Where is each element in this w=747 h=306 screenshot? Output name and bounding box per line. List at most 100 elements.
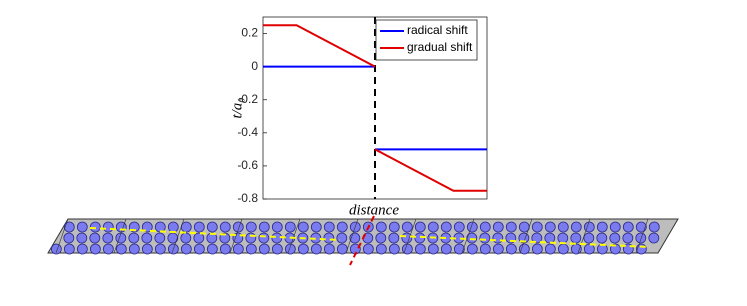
atom — [245, 243, 257, 255]
cell-boundary — [345, 218, 359, 254]
atom — [531, 232, 543, 244]
atom — [648, 221, 660, 233]
atom — [323, 232, 335, 244]
atom — [401, 243, 413, 255]
lattice-illustration — [47, 215, 679, 266]
atom — [271, 243, 283, 255]
atom — [505, 243, 517, 255]
atom — [479, 243, 491, 255]
y-tick-label: 0 — [251, 59, 258, 73]
atom — [180, 221, 192, 233]
atom — [557, 232, 569, 244]
atom — [583, 221, 595, 233]
atom — [89, 243, 101, 255]
atom — [622, 232, 634, 244]
atom — [336, 221, 348, 233]
legend-label: radical shift — [407, 23, 468, 37]
atom — [531, 243, 543, 255]
cell-boundary — [287, 218, 301, 254]
atom — [635, 221, 647, 233]
atom — [63, 221, 75, 233]
legend-label: gradual shift — [407, 40, 473, 54]
atom — [544, 243, 556, 255]
atom — [401, 221, 413, 233]
atom — [635, 232, 647, 244]
atom — [388, 221, 400, 233]
series-line — [374, 148, 487, 192]
atom — [609, 243, 621, 255]
atom — [557, 243, 569, 255]
atom — [414, 221, 426, 233]
atom — [440, 243, 452, 255]
atom — [388, 232, 400, 244]
atom — [76, 232, 88, 244]
atom — [193, 232, 205, 244]
atom — [466, 243, 478, 255]
atom — [232, 243, 244, 255]
cell-boundary — [461, 218, 475, 254]
atom — [362, 243, 374, 255]
atom — [258, 243, 270, 255]
cell-boundary — [577, 218, 591, 254]
atom — [193, 243, 205, 255]
atom — [141, 243, 153, 255]
atom — [102, 221, 114, 233]
atom — [596, 221, 608, 233]
atom — [167, 221, 179, 233]
atom — [167, 232, 179, 244]
atom — [50, 243, 62, 255]
atom — [141, 221, 153, 233]
atom — [596, 232, 608, 244]
atom — [583, 232, 595, 244]
atom — [297, 221, 309, 233]
atom — [128, 232, 140, 244]
atom — [648, 232, 660, 244]
atom — [388, 243, 400, 255]
atom — [492, 243, 504, 255]
cell-boundary — [113, 218, 127, 254]
atom — [479, 232, 491, 244]
series-line — [263, 24, 376, 68]
atom — [440, 221, 452, 233]
atom — [570, 243, 582, 255]
atom — [336, 243, 348, 255]
atom — [180, 232, 192, 244]
atom — [427, 243, 439, 255]
atom — [323, 243, 335, 255]
atom — [102, 243, 114, 255]
atom — [492, 221, 504, 233]
atom — [375, 221, 387, 233]
atom — [375, 232, 387, 244]
atom — [115, 243, 127, 255]
atom — [453, 221, 465, 233]
glide-line — [399, 235, 651, 248]
atom — [609, 221, 621, 233]
atom — [466, 221, 478, 233]
atom — [570, 232, 582, 244]
atom — [453, 243, 465, 255]
atom — [336, 232, 348, 244]
atom — [89, 232, 101, 244]
atom — [206, 243, 218, 255]
y-axis-label: t/a₀ — [229, 97, 245, 118]
atom — [310, 243, 322, 255]
atom — [271, 221, 283, 233]
boundary-line — [349, 215, 375, 266]
atom — [76, 221, 88, 233]
atom — [375, 243, 387, 255]
atom — [219, 221, 231, 233]
atom — [284, 243, 296, 255]
atom — [570, 221, 582, 233]
atom — [63, 232, 75, 244]
atom — [206, 221, 218, 233]
cell-boundary — [171, 218, 185, 254]
atom — [427, 221, 439, 233]
cell-boundary — [635, 218, 649, 254]
atom — [63, 243, 75, 255]
cell-boundary — [229, 218, 243, 254]
atom — [219, 243, 231, 255]
x-axis-label: distance — [349, 202, 399, 218]
atom — [141, 232, 153, 244]
atom — [245, 221, 257, 233]
